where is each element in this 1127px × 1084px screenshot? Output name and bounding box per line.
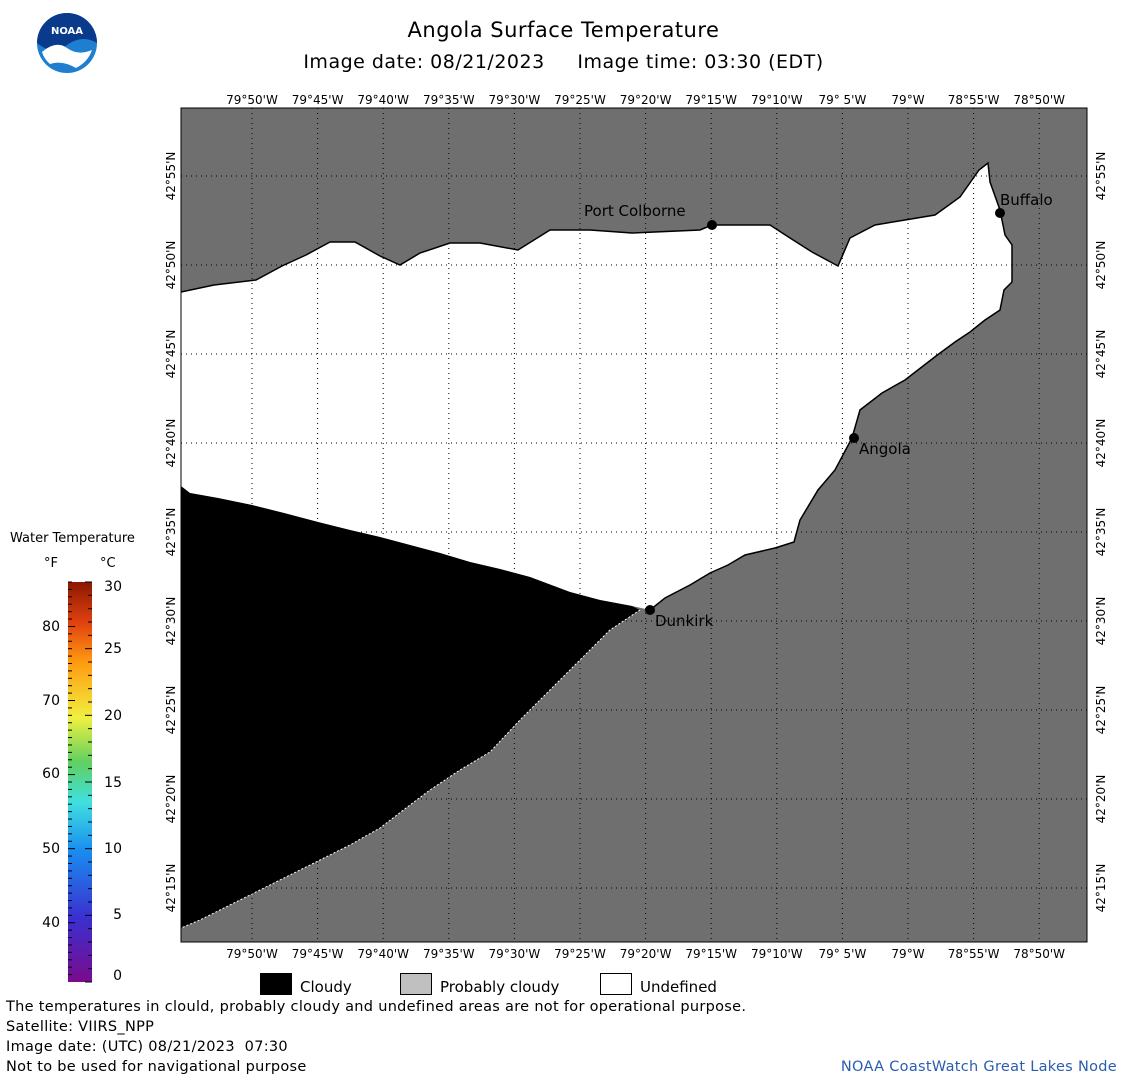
latitude-label: 42°35'N [1094, 508, 1108, 557]
disclaimer-text: The temperatures in clould, probably clo… [6, 999, 747, 1015]
latitude-label: 42°40'N [1094, 419, 1108, 468]
longitude-label: 79°35'W [423, 93, 475, 107]
latitude-label: 42°50'N [1094, 241, 1108, 290]
longitude-label: 79°40'W [357, 93, 409, 107]
longitude-label: 79°10'W [751, 947, 803, 961]
probably-cloudy-swatch [400, 973, 432, 995]
city-marker [645, 605, 655, 615]
f-tick: 80 [42, 619, 60, 635]
latitude-label: 42°55'N [1094, 152, 1108, 201]
city-angola: Angola [849, 433, 911, 458]
noaa-logo-text: NOAA [51, 26, 83, 37]
longitude-label: 79°15'W [685, 93, 737, 107]
cloudy-swatch [260, 973, 292, 995]
f-tick: 50 [42, 841, 60, 857]
city-marker [849, 433, 859, 443]
legend-title: Water Temperature [10, 531, 135, 546]
city-marker [995, 208, 1005, 218]
latitude-labels-right: 42°55'N 42°50'N 42°45'N 42°40'N 42°35'N 42°30… [1094, 152, 1108, 913]
c-tick: 0 [113, 968, 122, 984]
utc-date-text: Image date: (UTC) 08/21/2023 07:30 [6, 1039, 288, 1055]
undefined-area [181, 163, 1012, 610]
latitude-label: 42°20'N [164, 775, 178, 824]
c-tick: 15 [104, 775, 122, 791]
c-tick: 5 [113, 907, 122, 923]
city-dunkirk: Dunkirk [645, 605, 714, 630]
probably-cloudy-label: Probably cloudy [440, 978, 560, 996]
latitude-label: 42°30'N [1094, 597, 1108, 646]
satellite-text: Satellite: VIIRS_NPP [6, 1019, 155, 1035]
city-label: Port Colborne [584, 202, 686, 220]
longitude-label: 79°45'W [292, 947, 344, 961]
longitude-label: 79°40'W [357, 947, 409, 961]
city-buffalo: Buffalo [995, 191, 1053, 218]
longitude-label: 79°25'W [554, 947, 606, 961]
image-time-label: Image time: 03:30 (EDT) [577, 51, 824, 73]
longitude-labels-bottom: 79°50'W 79°45'W 79°40'W 79°35'W 79°30'W 79°25… [226, 947, 1065, 961]
latitude-label: 42°45'N [164, 330, 178, 379]
longitude-label: 78°55'W [948, 947, 1000, 961]
longitude-label: 79°25'W [554, 93, 606, 107]
city-port-colborne: Port Colborne [584, 202, 717, 230]
city-label: Angola [859, 440, 911, 458]
longitude-label: 79°20'W [620, 947, 672, 961]
cloudy-area [181, 486, 640, 942]
longitude-label: 79°35'W [423, 947, 475, 961]
longitude-label: 79°W [891, 947, 924, 961]
f-tick: 40 [42, 915, 60, 931]
longitude-labels-top: 79°50'W 79°45'W 79°40'W 79°35'W 79°30'W 79°25… [226, 93, 1065, 107]
map-frame [180, 107, 1088, 943]
longitude-label: 79°30'W [489, 947, 541, 961]
latitude-label: 42°25'N [164, 686, 178, 735]
latitude-label: 42°15'N [164, 864, 178, 913]
longitude-label: 79°30'W [489, 93, 541, 107]
undefined-label: Undefined [640, 978, 717, 996]
credit-text: NOAA CoastWatch Great Lakes Node [840, 1059, 1117, 1075]
longitude-label: 78°55'W [948, 93, 1000, 107]
latitude-label: 42°50'N [164, 241, 178, 290]
c-tick: 20 [104, 708, 122, 724]
graticule [181, 108, 1087, 942]
legend-unit-c: °C [100, 556, 116, 571]
noaa-logo: NOAA [37, 13, 97, 73]
color-bar-ticks [68, 581, 92, 983]
longitude-label: 79°15'W [685, 947, 737, 961]
latitude-label: 42°35'N [164, 508, 178, 557]
latitude-label: 42°15'N [1094, 864, 1108, 913]
latitude-label: 42°55'N [164, 152, 178, 201]
latitude-label: 42°25'N [1094, 686, 1108, 735]
longitude-label: 79°20'W [620, 93, 672, 107]
latitude-labels-left: 42°55'N 42°50'N 42°45'N 42°40'N 42°35'N 42°30… [164, 152, 178, 913]
longitude-label: 79° 5'W [818, 93, 866, 107]
latitude-label: 42°30'N [164, 597, 178, 646]
longitude-label: 79° 5'W [818, 947, 866, 961]
longitude-label: 79°50'W [226, 947, 278, 961]
undefined-swatch [600, 973, 632, 995]
longitude-label: 79°10'W [751, 93, 803, 107]
c-tick: 25 [104, 641, 122, 657]
city-label: Dunkirk [655, 612, 714, 630]
longitude-label: 79°50'W [226, 93, 278, 107]
city-marker [707, 220, 717, 230]
longitude-label: 79°45'W [292, 93, 344, 107]
image-date-label: Image date: 08/21/2023 [303, 51, 545, 73]
page-title: Angola Surface Temperature [407, 18, 720, 42]
f-tick: 60 [42, 766, 60, 782]
navigation-warning: Not to be used for navigational purpose [6, 1059, 307, 1075]
longitude-label: 79°W [891, 93, 924, 107]
latitude-label: 42°20'N [1094, 775, 1108, 824]
latitude-label: 42°40'N [164, 419, 178, 468]
cloudy-label: Cloudy [300, 978, 352, 996]
c-tick: 30 [104, 579, 122, 595]
city-label: Buffalo [1000, 191, 1053, 209]
f-tick: 70 [42, 693, 60, 709]
longitude-label: 78°50'W [1013, 93, 1065, 107]
image-datetime: Image date: 08/21/2023 Image time: 03:30… [0, 51, 1127, 73]
legend-unit-f: °F [44, 556, 58, 571]
c-tick: 10 [104, 841, 122, 857]
latitude-label: 42°45'N [1094, 330, 1108, 379]
longitude-label: 78°50'W [1013, 947, 1065, 961]
